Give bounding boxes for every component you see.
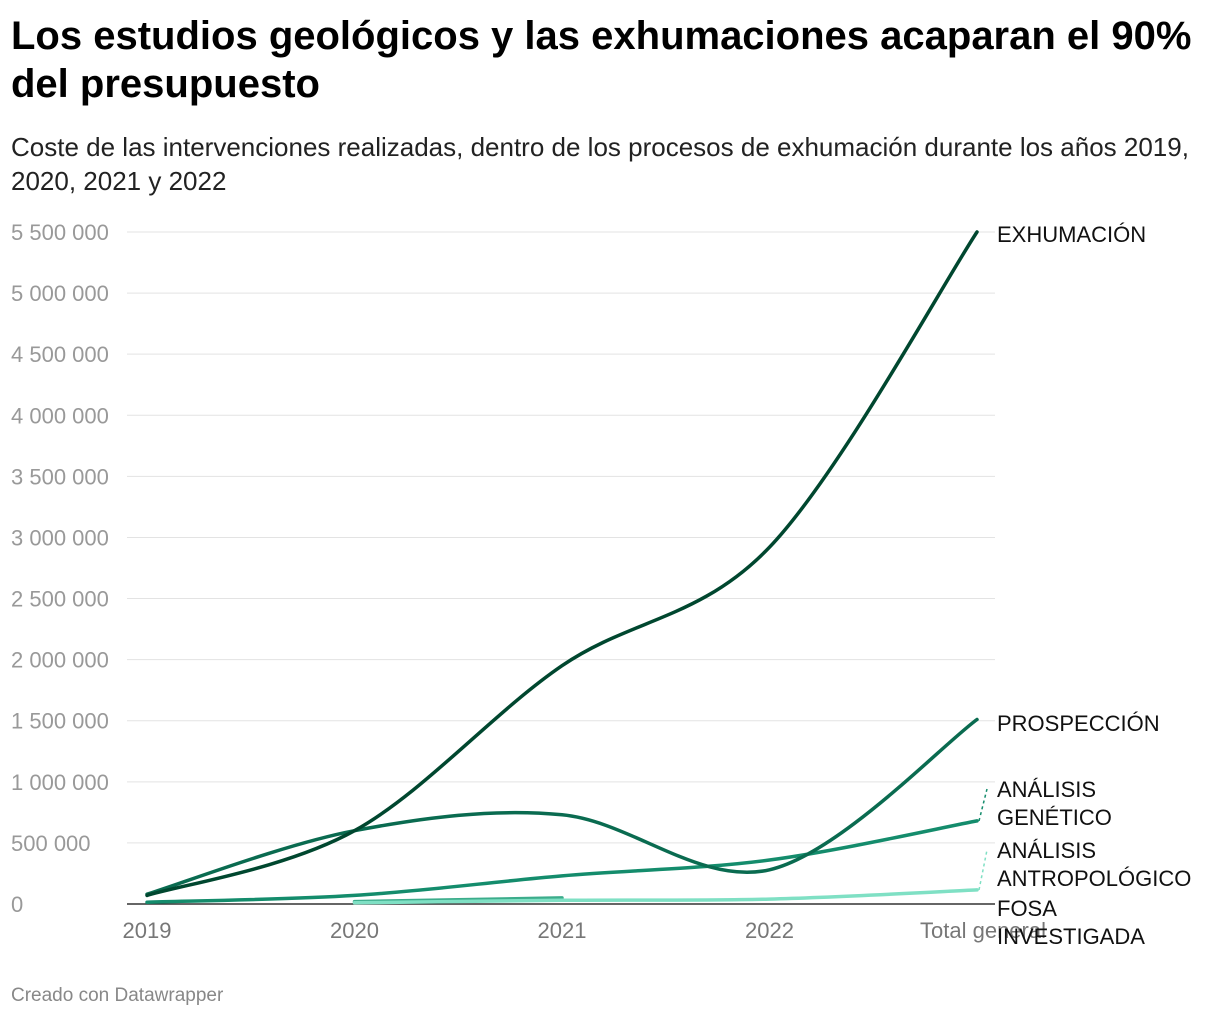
- y-tick-label: 2 500 000: [11, 587, 109, 612]
- series-label-line: EXHUMACIÓN: [997, 222, 1146, 247]
- series-lines: [145, 230, 979, 905]
- label-connector: [978, 849, 988, 891]
- chart-footer: Creado con Datawrapper: [11, 985, 224, 1006]
- x-tick-label: Total general: [920, 918, 1046, 943]
- series-label: PROSPECCIÓN: [997, 711, 1160, 736]
- y-tick-label: 3 000 000: [11, 525, 109, 550]
- y-tick-label: 2 000 000: [11, 648, 109, 673]
- grid-lines: [127, 231, 995, 905]
- series-label: ANÁLISIS GENÉTICO: [997, 777, 1112, 830]
- y-tick-label: 4 500 000: [11, 342, 109, 367]
- y-tick-label: 4 000 000: [11, 403, 109, 428]
- series-label-line: FOSA: [997, 896, 1057, 921]
- x-tick-label: 2022: [745, 918, 794, 943]
- series-line: [352, 888, 979, 905]
- series-line: [145, 717, 979, 896]
- series-label-line: ANÁLISIS: [997, 838, 1096, 863]
- y-tick-label: 0: [11, 892, 23, 917]
- series-label-line: PROSPECCIÓN: [997, 711, 1160, 736]
- series-label-line: ANTROPOLÓGICO: [997, 866, 1191, 891]
- x-tick-label: 2020: [330, 918, 379, 943]
- series-line: [145, 230, 979, 898]
- y-tick-label: 5 000 000: [11, 281, 109, 306]
- y-tick-label: 3 500 000: [11, 464, 109, 489]
- y-tick-label: 5 500 000: [11, 220, 109, 245]
- y-tick-label: 1 000 000: [11, 770, 109, 795]
- series-label: EXHUMACIÓN: [997, 222, 1146, 247]
- series-label-line: INVESTIGADA: [997, 924, 1145, 949]
- series-label-line: ANÁLISIS: [997, 777, 1096, 802]
- chart-subtitle: Coste de las intervenciones realizadas, …: [11, 132, 1189, 196]
- x-tick-label: 2019: [123, 918, 172, 943]
- x-axis-ticks: 2019 2020 2021 2022 Total general: [123, 918, 1046, 943]
- x-tick-label: 2021: [538, 918, 587, 943]
- line-chart: 0 500 000 1 000 000 1 500 000 2 000 000 2 500…: [11, 220, 1191, 949]
- series-label: FOSA INVESTIGADA: [997, 896, 1145, 949]
- series-label: ANÁLISIS ANTROPOLÓGICO: [997, 838, 1191, 891]
- series-label-line: GENÉTICO: [997, 805, 1112, 830]
- chart-title: Los estudios geológicos y las exhumacion…: [11, 14, 1192, 106]
- y-tick-label: 1 500 000: [11, 709, 109, 734]
- y-tick-label: 500 000: [11, 831, 91, 856]
- series-line: [145, 819, 979, 904]
- y-axis-ticks: 0 500 000 1 000 000 1 500 000 2 000 000 2 500…: [11, 220, 109, 917]
- label-connector: [978, 788, 988, 822]
